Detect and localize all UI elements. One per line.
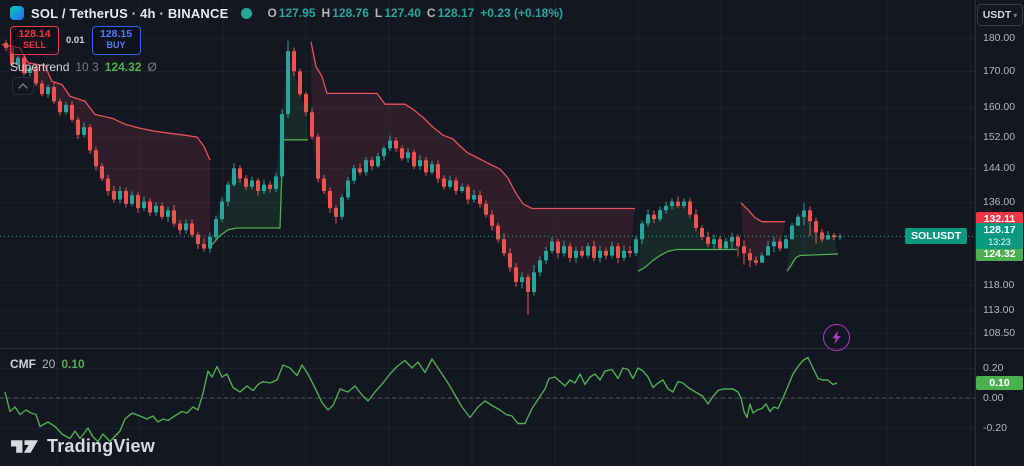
bar-countdown: 13:23 bbox=[988, 237, 1011, 247]
supertrend-name[interactable]: Supertrend bbox=[10, 59, 70, 74]
close-label: C bbox=[426, 6, 436, 20]
currency-toggle-button[interactable]: USDT ▾ bbox=[977, 4, 1023, 26]
price-axis-label: 152.00 bbox=[983, 131, 1016, 143]
cmf-period: 20 bbox=[42, 357, 56, 371]
sell-price: 128.14 bbox=[18, 28, 51, 41]
high-label: H bbox=[321, 6, 331, 20]
close-value: 128.17 bbox=[437, 6, 475, 20]
cmf-name[interactable]: CMF bbox=[10, 357, 36, 371]
supertrend-params: 10 3 bbox=[75, 59, 99, 74]
low-label: L bbox=[374, 6, 383, 20]
price-axis-label: 118.00 bbox=[983, 279, 1015, 291]
currency-label: USDT bbox=[982, 9, 1012, 21]
buy-price: 128.15 bbox=[99, 28, 133, 41]
open-value: 127.95 bbox=[278, 6, 316, 20]
trade-panel: 128.14 SELL 0.01 128.15 BUY bbox=[10, 25, 141, 55]
chevron-down-icon: ▾ bbox=[1013, 10, 1018, 20]
high-value: 128.76 bbox=[332, 6, 369, 20]
open-label: O bbox=[267, 6, 277, 20]
instant-trading-button[interactable] bbox=[823, 324, 850, 351]
price-axis-label: 113.00 bbox=[983, 304, 1015, 316]
tradingview-logo-icon bbox=[11, 440, 38, 453]
price-axis-label: 108.50 bbox=[983, 327, 1016, 339]
hide-indicator-icon[interactable]: Ø bbox=[147, 59, 157, 74]
supertrend-legend: Supertrend 10 3 124.32 Ø bbox=[10, 59, 157, 74]
symbol-title[interactable]: SOL / TetherUS · 4h · BINANCE bbox=[31, 5, 229, 21]
price-axis-label: 180.00 bbox=[983, 32, 1016, 44]
cmf-axis-label: 0.00 bbox=[983, 392, 1004, 404]
last-price-badge: 128.17 13:23 bbox=[976, 223, 1023, 249]
sell-label: SELL bbox=[22, 39, 46, 50]
cmf-axis-label: 0.20 bbox=[983, 362, 1004, 374]
price-axis-label: 170.00 bbox=[983, 65, 1016, 77]
buy-button[interactable]: 128.15 BUY bbox=[91, 25, 141, 55]
buy-label: BUY bbox=[106, 39, 126, 50]
cmf-legend: CMF 20 0.10 bbox=[10, 357, 85, 371]
sell-button[interactable]: 128.14 SELL bbox=[10, 25, 59, 55]
price-axis-label: 136.00 bbox=[983, 196, 1016, 208]
symbol-legend: SOL / TetherUS · 4h · BINANCE O 127.95 H… bbox=[10, 4, 563, 22]
spread-value: 0.01 bbox=[62, 33, 89, 47]
symbol-price-chip: SOLUSDT bbox=[905, 228, 968, 244]
cmf-value: 0.10 bbox=[61, 357, 85, 371]
ohlc-row: O 127.95 H 128.76 L 127.40 C 128.17 +0.2… bbox=[267, 6, 563, 20]
price-axis-label: 160.00 bbox=[983, 101, 1016, 113]
tradingview-logo[interactable]: TradingView bbox=[10, 436, 155, 457]
price-axis-label: 144.00 bbox=[983, 162, 1016, 174]
collapse-legend-button[interactable] bbox=[12, 77, 34, 95]
market-status-icon[interactable] bbox=[241, 7, 253, 19]
tradingview-logo-text: TradingView bbox=[47, 436, 155, 456]
cmf-axis-label: -0.20 bbox=[983, 422, 1007, 434]
sol-logo-icon bbox=[10, 6, 24, 20]
last-price-value: 128.17 bbox=[983, 224, 1016, 236]
lightning-icon bbox=[832, 330, 841, 345]
chevron-up-icon bbox=[18, 83, 28, 89]
supertrend-value: 124.32 bbox=[104, 59, 142, 74]
low-value: 127.40 bbox=[384, 6, 421, 20]
cmf-value-badge: 0.10 bbox=[976, 376, 1023, 390]
change-value: +0.23 (+0.18%) bbox=[480, 6, 564, 20]
pane-separator[interactable] bbox=[0, 348, 1024, 349]
high-price-badge: 132.11 bbox=[976, 212, 1023, 226]
supertrend-value-badge: 124.32 bbox=[976, 247, 1023, 261]
